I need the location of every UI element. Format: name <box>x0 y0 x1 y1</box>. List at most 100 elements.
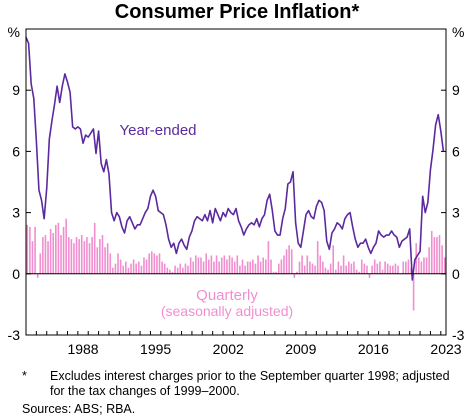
quarterly-bar <box>223 255 226 274</box>
quarterly-bar <box>332 245 335 274</box>
quarterly-bar <box>433 237 436 274</box>
quarterly-bar <box>119 259 122 274</box>
quarterly-bar <box>73 243 75 274</box>
quarterly-bar <box>350 263 353 274</box>
quarterly-bar <box>345 265 347 274</box>
quarterly-bar <box>55 224 57 274</box>
y-tick-label-left: -3 <box>8 327 21 343</box>
x-tick-label: 2016 <box>358 341 389 357</box>
quarterly-bar <box>360 259 363 274</box>
series-label-year-ended: Year-ended <box>119 122 196 139</box>
quarterly-bar <box>257 255 259 274</box>
quarterly-bar <box>265 259 267 274</box>
quarterly-bar <box>31 241 34 274</box>
quarterly-bar <box>60 235 62 274</box>
quarterly-bar <box>337 261 340 274</box>
year-ended-line <box>25 36 445 281</box>
quarterly-bar <box>171 271 174 274</box>
plot-frame <box>25 28 447 336</box>
quarterly-bar <box>277 263 280 274</box>
quarterly-bar <box>288 245 290 274</box>
quarterly-bar <box>384 261 386 274</box>
quarterly-bar <box>340 265 342 274</box>
quarterly-bar <box>368 273 371 278</box>
y-tick-label-left: 6 <box>12 143 20 159</box>
quarterly-bar <box>303 265 306 274</box>
quarterly-bar <box>80 235 83 274</box>
y-tick-label-right: 3 <box>452 205 460 221</box>
quarterly-bar <box>202 261 205 274</box>
quarterly-bar <box>143 257 145 274</box>
quarterly-bar <box>249 261 252 274</box>
quarterly-bar <box>236 255 239 274</box>
quarterly-bar <box>270 259 272 274</box>
quarterly-bar <box>262 257 265 274</box>
quarterly-bar <box>218 261 220 274</box>
quarterly-bar <box>316 241 319 274</box>
quarterly-bar <box>29 226 31 274</box>
quarterly-bar <box>153 253 156 274</box>
quarterly-bar <box>148 253 150 274</box>
quarterly-bar <box>213 261 215 274</box>
quarterly-bar <box>306 255 309 274</box>
quarterly-bar <box>117 253 119 274</box>
quarterly-bar <box>192 261 195 274</box>
quarterly-bar <box>184 263 187 274</box>
quarterly-bar <box>246 261 249 274</box>
quarterly-bar <box>324 267 327 274</box>
quarterly-bar <box>405 261 407 274</box>
quarterly-bar <box>267 241 270 274</box>
quarterly-bar <box>314 265 316 274</box>
quarterly-bar <box>137 261 140 274</box>
quarterly-bar <box>34 226 36 274</box>
quarterly-bar <box>241 259 244 274</box>
quarterly-bar <box>130 263 132 274</box>
quarterly-bar <box>169 269 171 274</box>
y-tick-label-right: 6 <box>452 143 460 159</box>
y-unit-right: % <box>452 24 464 40</box>
quarterly-bar <box>176 267 179 274</box>
quarterly-bar <box>145 259 148 274</box>
quarterly-bar <box>189 257 192 274</box>
quarterly-bar <box>342 255 345 274</box>
year-ended-line-group <box>25 36 445 281</box>
quarterly-bar <box>220 257 223 274</box>
quarterly-bar <box>182 267 184 274</box>
quarterly-bar <box>392 265 394 274</box>
quarterly-bar <box>47 241 49 274</box>
quarterly-bar <box>402 261 405 274</box>
quarterly-bar <box>438 235 441 274</box>
quarterly-bar <box>443 257 446 274</box>
y-tick-label-right: -3 <box>452 327 465 343</box>
series-label-quarterly-sub: (seasonally adjusted) <box>161 303 293 319</box>
quarterly-bar <box>207 259 210 274</box>
quarterly-bar <box>83 241 86 274</box>
quarterly-bar <box>166 267 169 274</box>
quarterly-bar <box>99 239 101 274</box>
quarterly-bar <box>347 261 350 274</box>
quarterly-bar <box>441 245 443 274</box>
quarterly-bar <box>301 255 303 274</box>
quarterly-bar <box>311 263 314 274</box>
quarterly-bar <box>381 269 384 274</box>
quarterly-bar <box>436 237 438 274</box>
x-tick-label: 1995 <box>140 341 171 357</box>
x-tick-label: 2023 <box>430 341 461 357</box>
quarterly-bar <box>272 271 275 274</box>
quarterly-bar <box>410 267 412 274</box>
quarterly-bar <box>195 255 197 274</box>
quarterly-bar <box>70 239 73 274</box>
quarterly-bar <box>407 259 410 274</box>
quarterly-bar <box>88 243 91 274</box>
quarterly-bar <box>290 249 293 274</box>
quarterly-bar <box>397 265 399 274</box>
quarterly-bar <box>231 257 233 274</box>
quarterly-bar <box>200 257 202 274</box>
x-tick-label: 2009 <box>285 341 316 357</box>
quarterly-bar <box>52 233 55 274</box>
y-tick-label-right: 0 <box>452 266 460 282</box>
quarterly-bars <box>26 218 446 311</box>
footnote-marker: * <box>22 369 27 383</box>
quarterly-bar <box>106 243 109 274</box>
chart-title: Consumer Price Inflation* <box>114 1 360 23</box>
